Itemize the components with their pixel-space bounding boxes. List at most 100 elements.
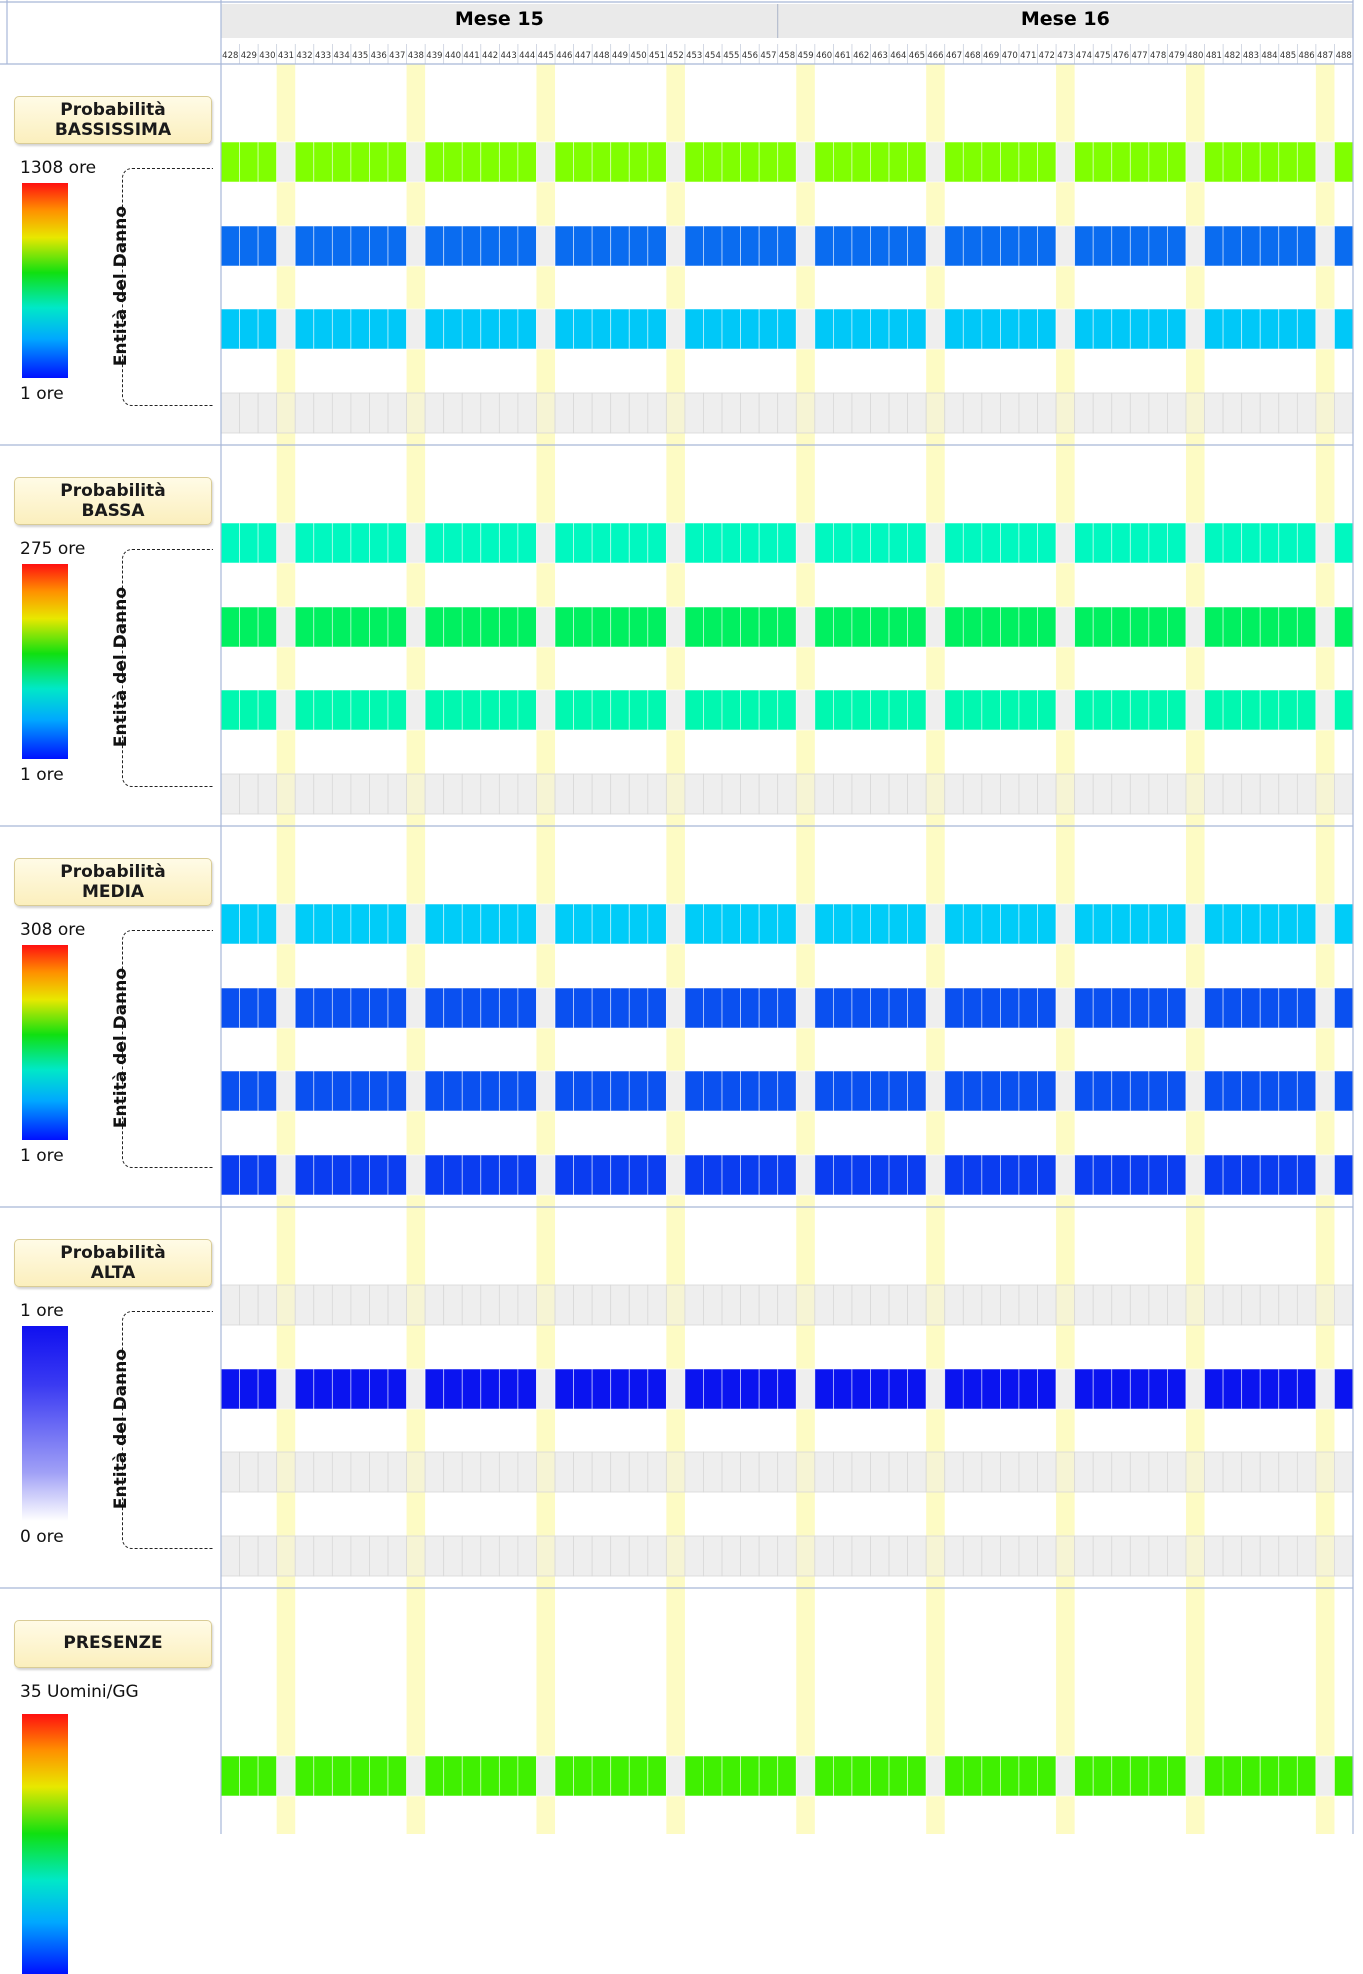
heatmap-cell: [536, 392, 556, 434]
heatmap-cell: [220, 141, 240, 183]
heatmap-cell: [1074, 987, 1094, 1029]
heatmap-cell: [591, 1451, 612, 1493]
heatmap-cell: [1222, 773, 1243, 815]
heatmap-cell: [888, 1284, 909, 1326]
heatmap-cell: [573, 1154, 593, 1196]
heatmap-cell: [331, 987, 352, 1029]
heatmap-cell: [1018, 1154, 1038, 1196]
heatmap-cell: [1037, 773, 1057, 815]
heatmap-cell: [1055, 1284, 1076, 1326]
heatmap-cell: [1000, 522, 1020, 564]
legend-max-label: 1308 ore: [20, 158, 97, 178]
heatmap-cell: [684, 1070, 704, 1112]
heatmap-cell: [1092, 987, 1113, 1029]
heatmap-cell: [832, 392, 853, 434]
day-tick-label: 430: [259, 51, 275, 61]
heatmap-cell: [517, 225, 537, 267]
heatmap-cell: [331, 141, 352, 183]
heatmap-cell: [777, 141, 797, 183]
heatmap-cell: [498, 606, 519, 648]
heatmap-cell: [461, 141, 482, 183]
heatmap-cell: [832, 987, 853, 1029]
heatmap-cell: [981, 903, 1001, 945]
heatmap-cell: [758, 689, 779, 731]
heatmap-cell: [740, 903, 760, 945]
heatmap-cell: [591, 903, 612, 945]
day-tick-label: 457: [760, 51, 776, 61]
heatmap-cell: [406, 522, 426, 564]
panel-title-box: Probabilità BASSISSIMA: [14, 96, 212, 144]
heatmap-cell: [1092, 141, 1113, 183]
heatmap-cell: [721, 1154, 742, 1196]
day-tick-label: 484: [1261, 51, 1277, 61]
heatmap-cell: [832, 903, 853, 945]
heatmap-cell: [1018, 522, 1038, 564]
heatmap-cell: [480, 773, 500, 815]
heatmap-cell: [294, 1284, 315, 1326]
heatmap-cell: [1278, 903, 1298, 945]
heatmap-cell: [1259, 1284, 1280, 1326]
heatmap-cell: [703, 225, 723, 267]
legend-gradient-bar: [22, 1714, 68, 1974]
day-tick-label: 479: [1169, 51, 1185, 61]
heatmap-cell: [276, 392, 296, 434]
heatmap-cell: [1241, 1368, 1261, 1410]
heatmap-cell: [1278, 689, 1298, 731]
heatmap-cell: [294, 1755, 315, 1797]
heatmap-cell: [740, 1755, 760, 1797]
heatmap-cell: [1074, 1451, 1094, 1493]
heatmap-cell: [294, 773, 315, 815]
heatmap-cell: [1278, 141, 1298, 183]
heatmap-cell: [276, 308, 296, 350]
heatmap-cell: [350, 1451, 370, 1493]
heatmap-cell: [480, 689, 500, 731]
heatmap-cell: [962, 1755, 983, 1797]
heatmap-cell: [331, 1451, 352, 1493]
heatmap-cell: [1278, 1535, 1298, 1577]
heatmap-cell: [1315, 1070, 1335, 1112]
heatmap-cell: [369, 1755, 389, 1797]
heatmap-cell: [461, 987, 482, 1029]
heatmap-cell: [1000, 1535, 1020, 1577]
heatmap-cell: [554, 689, 574, 731]
heatmap-cell: [220, 1284, 240, 1326]
heatmap-cell: [220, 903, 240, 945]
heatmap-cell: [369, 773, 389, 815]
heatmap-cell: [461, 1154, 482, 1196]
heatmap-cell: [851, 308, 871, 350]
heatmap-cell: [294, 1368, 315, 1410]
heatmap-cell: [684, 1284, 704, 1326]
heatmap-cell: [777, 1451, 797, 1493]
heatmap-cell: [1129, 1154, 1150, 1196]
heatmap-cell: [331, 522, 352, 564]
heatmap-cell: [257, 141, 278, 183]
heatmap-cell: [795, 1451, 816, 1493]
heatmap-cell: [554, 1755, 574, 1797]
heatmap-cell: [554, 1070, 574, 1112]
heatmap-cell: [703, 141, 723, 183]
heatmap-cell: [610, 392, 630, 434]
heatmap-cell: [1185, 1368, 1205, 1410]
heatmap-cell: [684, 1154, 704, 1196]
heatmap-cell: [1092, 308, 1113, 350]
heatmap-cell: [536, 773, 556, 815]
heatmap-cell: [1241, 1284, 1261, 1326]
heatmap-cell: [684, 225, 704, 267]
heatmap-row: [220, 689, 1354, 731]
heatmap-cell: [257, 1368, 278, 1410]
heatmap-cell: [350, 1368, 370, 1410]
heatmap-cell: [257, 308, 278, 350]
heatmap-cell: [647, 392, 667, 434]
heatmap-cell: [981, 1284, 1001, 1326]
heatmap-cell: [814, 773, 834, 815]
heatmap-cell: [962, 1154, 983, 1196]
heatmap-cell: [1037, 225, 1057, 267]
heatmap-row: [220, 1451, 1354, 1493]
heatmap-cell: [1000, 1368, 1020, 1410]
heatmap-cell: [1204, 522, 1224, 564]
heatmap-cell: [944, 773, 964, 815]
heatmap-cell: [981, 392, 1001, 434]
heatmap-cell: [406, 903, 426, 945]
heatmap-cell: [925, 903, 946, 945]
heatmap-cell: [721, 1535, 742, 1577]
